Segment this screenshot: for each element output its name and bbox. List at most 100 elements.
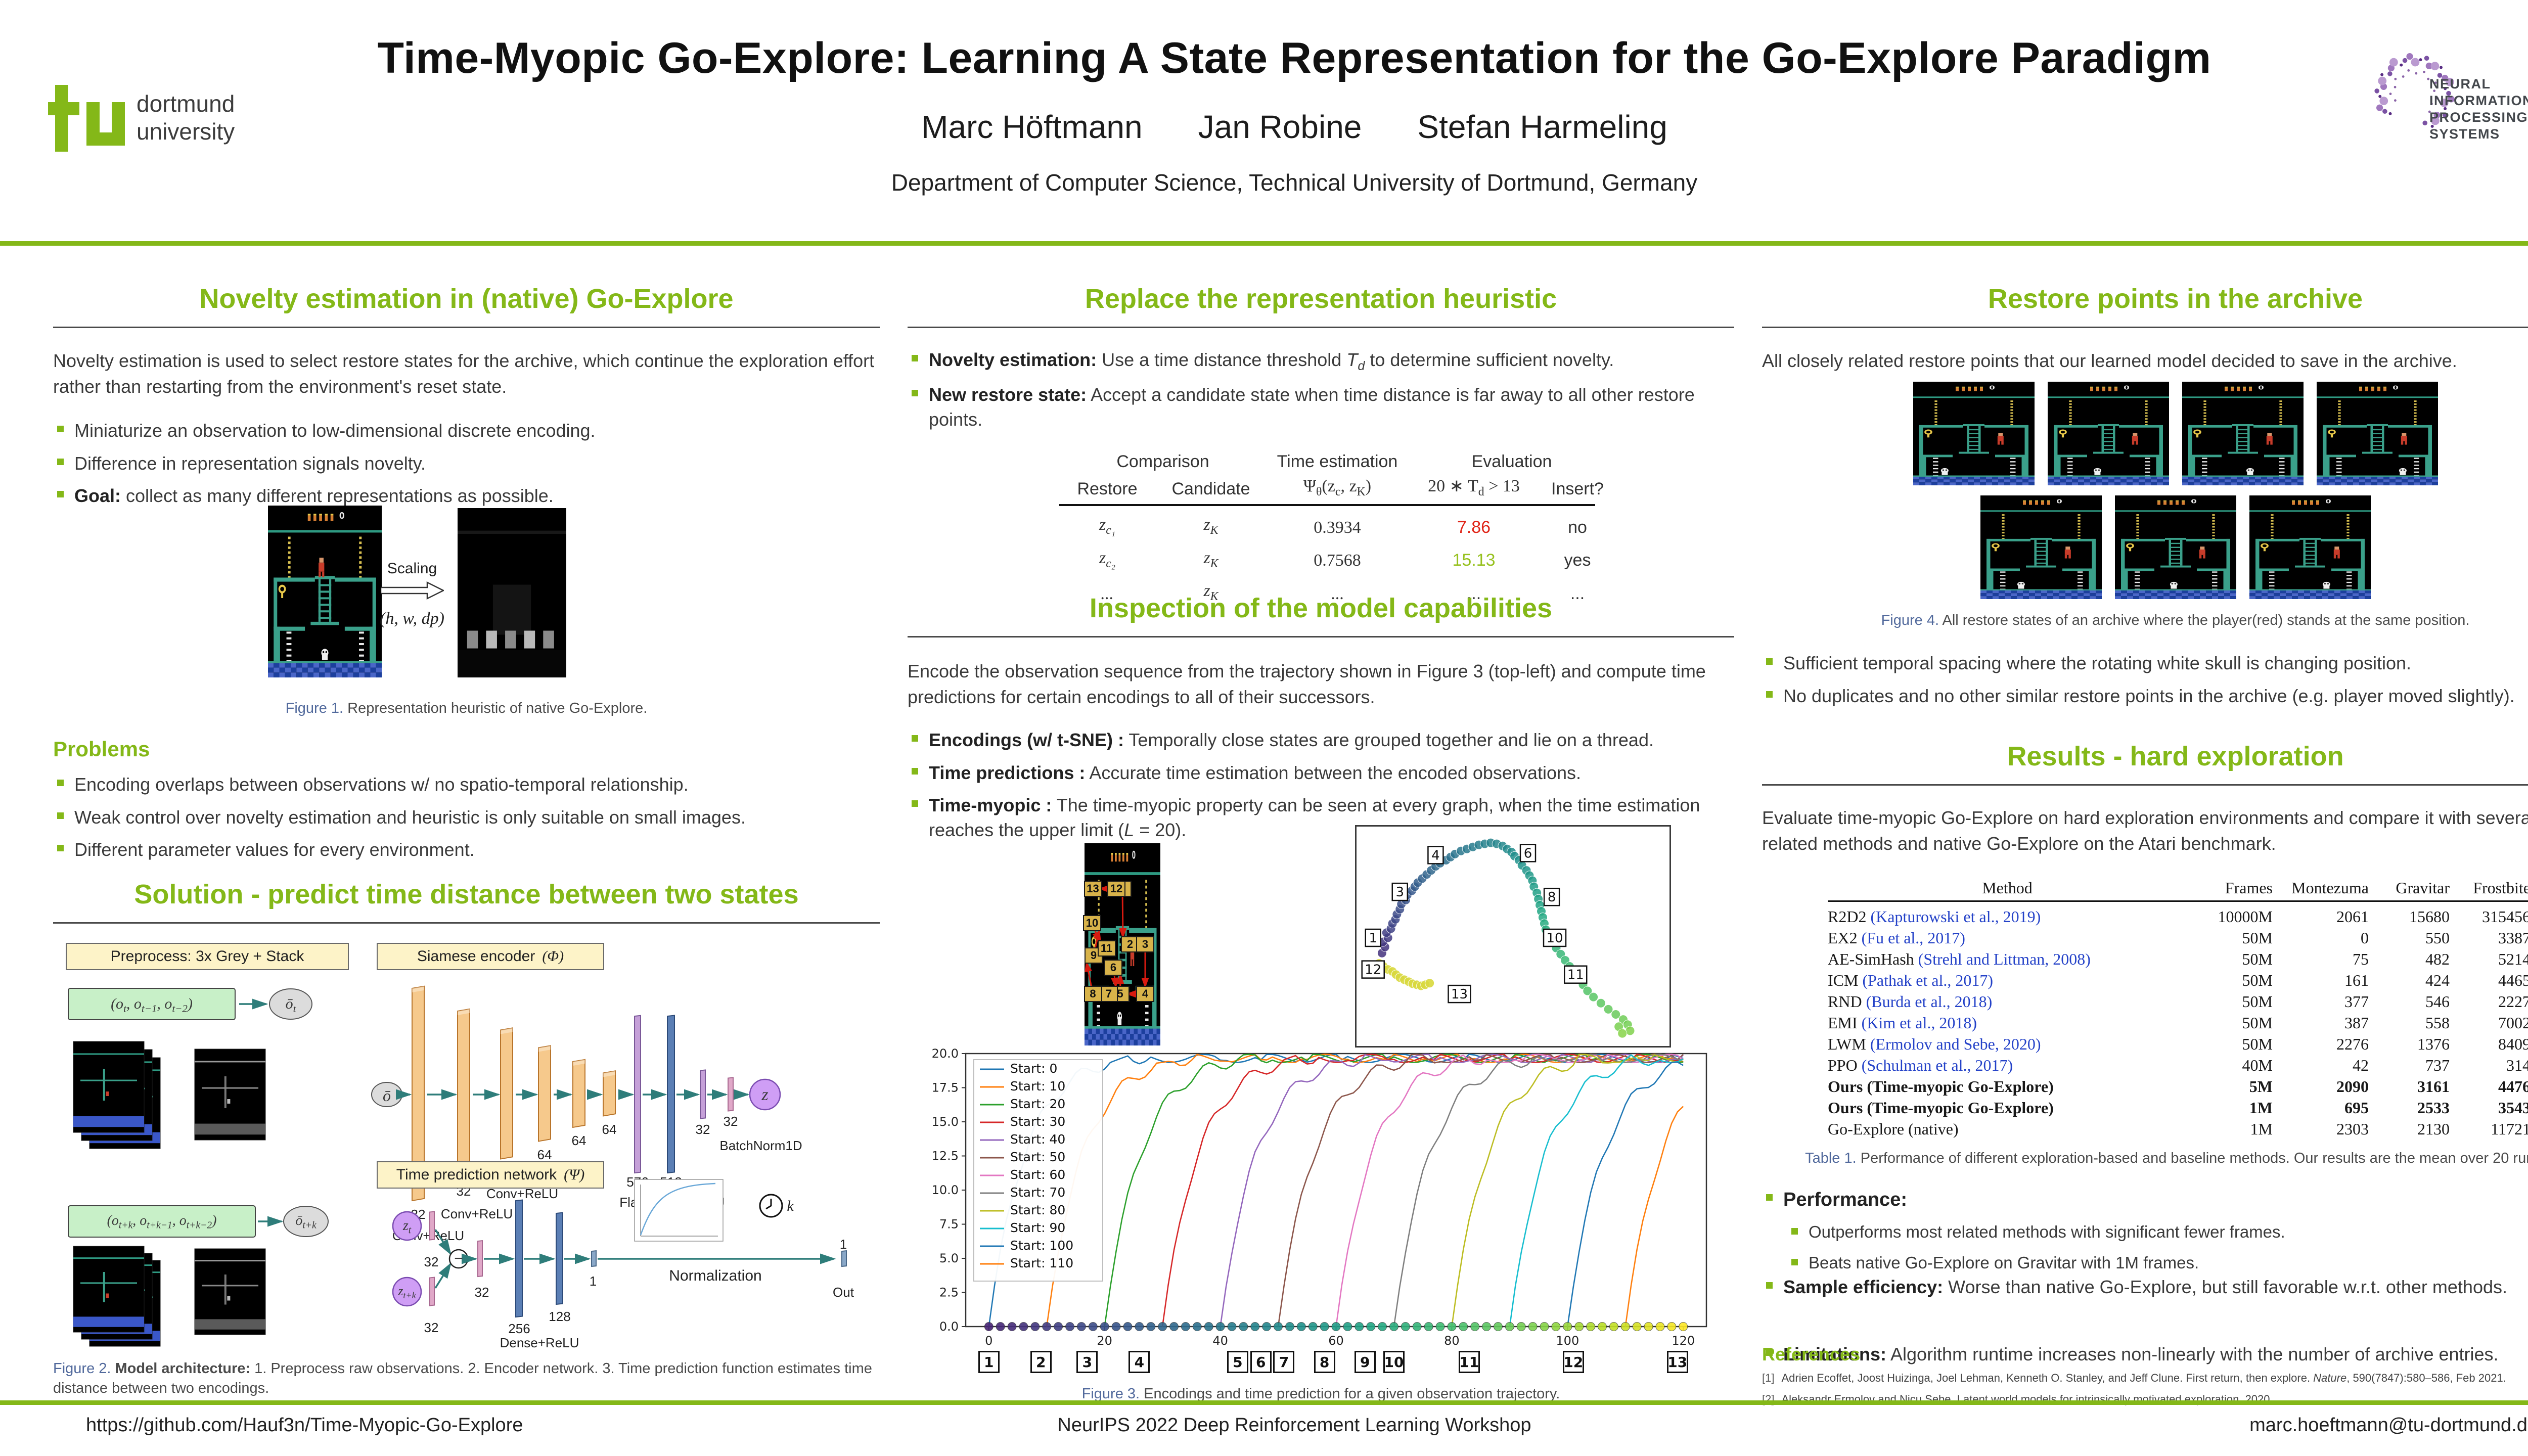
game-screenshot: 0 [2114,495,2236,599]
trajectory-dot [1343,1322,1352,1331]
frostbite-cell: 11721 [2491,1120,2528,1138]
candidate-cell: zK [1203,548,1218,570]
gravitar-cell: 550 [2425,929,2450,947]
insert-cell: yes [1564,551,1591,570]
axis-marker: 6 [1250,1351,1272,1373]
trajectory-dot [1030,1322,1040,1331]
svg-text:1: 1 [1369,931,1377,946]
section-heading-restore: Restore points in the archive [1762,283,2528,328]
skull-sprite [2093,468,2101,475]
column-right: Restore points in the archive All closel… [1762,283,2528,1405]
footer-divider [0,1400,2528,1405]
skull-sprite [2017,581,2025,589]
montezuma-cell: 377 [2344,992,2369,1011]
insert-cell: ... [1570,584,1585,604]
tsne-point [1603,1004,1613,1014]
citation: (Burda et al., 2018) [1866,992,1993,1011]
performance-heading: Performance: [1762,1187,2528,1213]
restore-bullet: No duplicates and no other similar resto… [1762,684,2528,709]
novelty-intro: Novelty estimation is used to select res… [53,350,875,397]
trajectory-dot [1308,1322,1318,1331]
restore-point-thumbnail: 0 [2316,382,2438,488]
results-header-cell: Frostbite [2473,879,2528,897]
comparison-column-headers: Restore Candidate Ψθ(zc, zK) 20 ∗ Td > 13 In… [1059,474,1604,501]
tsne-label: 3 [1391,882,1408,901]
results-row: LWM (Ermolov and Sebe, 2020) 50M 2276 1376 8… [1828,1033,2528,1055]
svg-text:0.0: 0.0 [939,1320,959,1334]
comparison-table-rows: zc₁ zK 0.3934 7.86 no zc₂ zK 0.7568 15.13 yes... z… [1059,513,1595,606]
frames-cell: 40M [2242,1056,2273,1074]
footer-email: marc.hoeftmann@tu-dortmund.de [2249,1415,2528,1436]
svg-text:20: 20 [1097,1334,1112,1348]
tu-logo-line2: university [137,118,235,145]
trajectory-dot [1655,1322,1665,1331]
column-middle: Replace the representation heuristic Nov… [908,283,1734,1402]
svg-text:0: 0 [985,1334,992,1348]
svg-text:Out: Out [833,1285,854,1300]
trajectory-dot [1181,1322,1190,1331]
figure2-formula: zt [402,1218,412,1236]
section-heading-inspection: Inspection of the model capabilities [908,593,1734,638]
svg-text:120: 120 [1672,1334,1695,1348]
waypoint-label: 11 [1097,940,1116,957]
skull-sprite [1940,468,1949,475]
montezuma-cell: 2090 [2336,1077,2369,1096]
svg-text:32: 32 [424,1320,439,1335]
results-header-cell: Gravitar [2396,879,2450,897]
references-heading: References [1762,1344,1861,1364]
trajectory-dot [1296,1322,1306,1331]
time-estimation-cell: 0.7568 [1314,551,1361,570]
series-110 [1624,1106,1684,1327]
svg-text:17.5: 17.5 [932,1081,959,1095]
method-cell: ICM (Pathak et al., 2017) [1828,971,1994,989]
tsne-point [1583,986,1593,996]
citation: (Ermolov and Sebe, 2020) [1870,1035,2041,1053]
results-table: Method Frames Montezuma Gravitar Frostbite R… [1828,877,2528,1140]
figure1-scaling-arrow [381,581,444,600]
svg-text:20.0: 20.0 [932,1048,959,1061]
trajectory-dot [1204,1322,1213,1331]
trajectory-dot [1007,1322,1017,1331]
trajectory-dot [1250,1322,1260,1331]
game-screenshot: 0 [1913,382,2035,485]
tu-logo-line1: dortmund [137,90,235,117]
trajectory-dot [1598,1322,1607,1331]
time-prediction-label-box: Time prediction network (Ψ) [377,1161,604,1189]
comparison-col-header: Ψθ(zc, zK) [1303,477,1372,498]
sample-efficiency: Sample efficiency: Worse than native Go-… [1762,1275,2528,1300]
trajectory-dot [1609,1322,1618,1331]
axis-marker: 3 [1076,1351,1098,1373]
svg-text:64: 64 [602,1122,617,1137]
svg-text:3: 3 [1395,885,1404,900]
figure1: 0 Scaling (h, w, dp) [53,506,880,693]
tsne-point [1589,992,1599,1002]
montezuma-cell: 75 [2353,950,2369,968]
restore-point-thumbnail: 0 [2182,382,2304,488]
skull-sprite [2399,468,2407,475]
skull-sprite [321,649,329,660]
gravitar-cell: 15680 [2409,907,2450,926]
reference-item: [1] Adrien Ecoffet, Joost Huizinga, Joel … [1762,1372,2506,1384]
figure2-formula: z [761,1085,769,1104]
trajectory-dot [1088,1322,1098,1331]
trajectory-dot [1644,1322,1653,1331]
results-table-rows: R2D2 (Kapturowski et al., 2019) 10000M 206… [1828,906,2528,1140]
svg-text:0: 0 [2191,498,2197,505]
neurips-logo-word: PROCESSING [2429,110,2528,125]
svg-text:64: 64 [572,1133,586,1148]
trajectory-dot [1065,1322,1074,1331]
svg-text:Start: 80: Start: 80 [1010,1203,1065,1217]
trajectory-dot [1528,1322,1538,1331]
svg-text:0: 0 [2258,385,2264,391]
svg-text:Start: 30: Start: 30 [1010,1114,1065,1129]
player-sprite [2199,547,2205,559]
time-prediction-line-chart: 0 20 40 60 80 100 120 0.0 2.5 5.0 7.5 10.0 12.5 15.0 1… [932,1048,1707,1348]
trajectory-dot [1679,1322,1688,1331]
series-100 [1567,1061,1684,1327]
trajectory-dot [1632,1322,1642,1331]
trajectory-dot [1482,1322,1491,1331]
method-cell: R2D2 (Kapturowski et al., 2019) [1828,907,2041,926]
trajectory-dot [1123,1322,1133,1331]
candidate-cell: zK [1203,515,1218,537]
